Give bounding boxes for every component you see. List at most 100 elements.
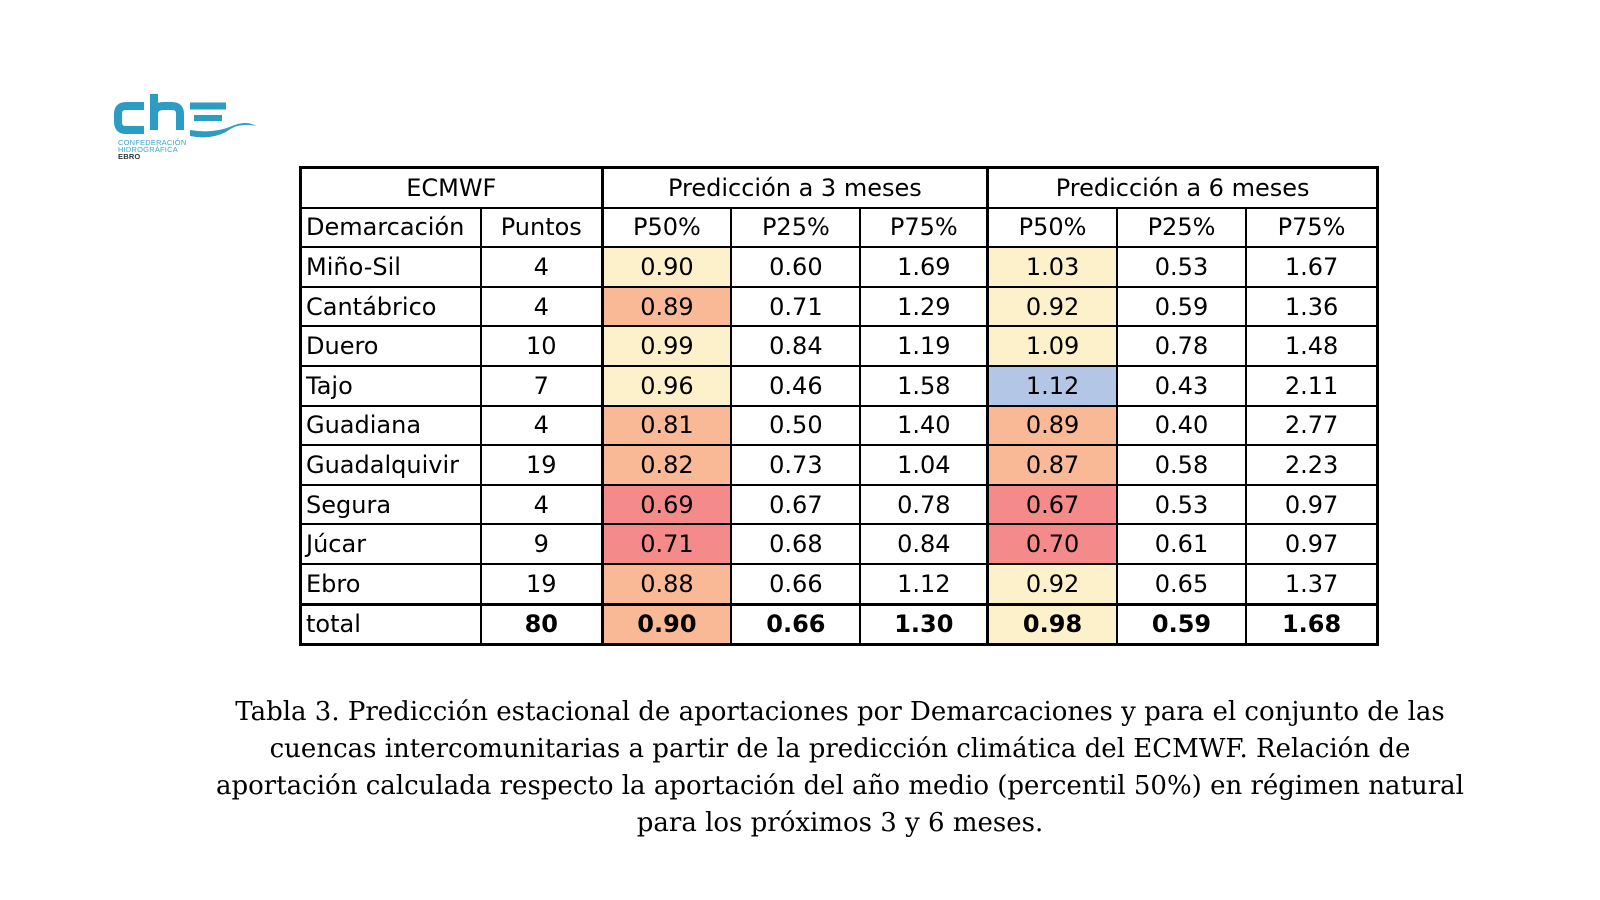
group-header-row: ECMWF Predicción a 3 meses Predicción a … [299,166,1379,209]
cell-6m-p50: 0.92 [986,285,1118,328]
cell-demarcacion: Tajo [299,364,483,407]
cell-3m-p75: 1.40 [859,404,989,447]
cell-6m-p50: 0.89 [986,404,1118,447]
col-header-6m-p75: P75% [1245,206,1379,249]
logo-org-line-1: CONFEDERACIÓN [118,138,187,147]
cell-6m-p50: 0.98 [986,602,1118,646]
table-body: Miño-Sil 4 0.90 0.60 1.69 1.03 0.53 1.67 Cantábr… [299,246,1379,646]
col-header-6m-p25: P25% [1115,206,1248,249]
cell-3m-p25: 0.46 [730,364,862,407]
cell-6m-p50: 0.87 [986,444,1118,486]
cell-6m-p50: 1.12 [986,364,1118,407]
cell-6m-p25: 0.59 [1115,285,1248,328]
cell-demarcacion: Guadiana [299,404,483,447]
cell-6m-p50: 0.70 [986,523,1118,565]
table-row: Júcar 9 0.71 0.68 0.84 0.70 0.61 0.97 [299,523,1379,565]
table-row: Tajo 7 0.96 0.46 1.58 1.12 0.43 2.11 [299,364,1379,407]
cell-6m-p75: 0.97 [1245,483,1379,526]
cell-3m-p25: 0.71 [730,285,862,328]
cell-3m-p50: 0.88 [600,562,733,606]
cell-puntos: 4 [480,404,604,447]
cell-6m-p75: 2.23 [1245,444,1379,486]
cell-3m-p25: 0.73 [730,444,862,486]
cell-3m-p75: 1.04 [859,444,989,486]
cell-3m-p25: 0.66 [730,562,862,606]
caption-line-4: para los próximos 3 y 6 meses. [636,808,1044,838]
cell-3m-p25: 0.60 [730,246,862,288]
cell-3m-p50: 0.89 [600,285,733,328]
cell-3m-p25: 0.68 [730,523,862,565]
cell-3m-p50: 0.90 [600,602,733,646]
cell-6m-p75: 1.68 [1245,602,1379,646]
cell-3m-p50: 0.81 [600,404,733,447]
cell-demarcacion: Duero [299,325,483,367]
cell-6m-p25: 0.43 [1115,364,1248,407]
cell-3m-p25: 0.67 [730,483,862,526]
table-row: Ebro 19 0.88 0.66 1.12 0.92 0.65 1.37 [299,562,1379,606]
cell-demarcacion: Ebro [299,562,483,606]
table-row: Miño-Sil 4 0.90 0.60 1.69 1.03 0.53 1.67 [299,246,1379,288]
cell-6m-p50: 1.09 [986,325,1118,367]
group-header-ecmwf: ECMWF [299,166,604,209]
cell-3m-p50: 0.82 [600,444,733,486]
logo-org-line-2: HIDROGRÁFICA [118,145,178,154]
cell-3m-p75: 1.69 [859,246,989,288]
cell-demarcacion: Guadalquivir [299,444,483,486]
cell-6m-p50: 1.03 [986,246,1118,288]
logo-org-name: CONFEDERACIÓN HIDROGRÁFICA EBRO [118,138,187,161]
cell-6m-p25: 0.58 [1115,444,1248,486]
cell-6m-p75: 1.48 [1245,325,1379,367]
cell-6m-p75: 1.36 [1245,285,1379,328]
caption-line-3: aportación calculada respecto la aportac… [216,771,1464,801]
cell-3m-p75: 1.29 [859,285,989,328]
table-caption: Tabla 3. Predicción estacional de aporta… [200,694,1480,842]
cell-puntos: 19 [480,562,604,606]
cell-6m-p25: 0.53 [1115,246,1248,288]
col-header-3m-p25: P25% [730,206,862,249]
cell-demarcacion: Miño-Sil [299,246,483,288]
cell-demarcacion: total [299,602,483,646]
table-row: Cantábrico 4 0.89 0.71 1.29 0.92 0.59 1.36 [299,285,1379,328]
cell-puntos: 4 [480,285,604,328]
forecast-table: ECMWF Predicción a 3 meses Predicción a … [299,166,1379,647]
caption-line-1: Tabla 3. Predicción estacional de aporta… [235,697,1445,727]
cell-3m-p75: 1.30 [859,602,989,646]
group-header-3-months: Predicción a 3 meses [600,166,989,209]
cell-demarcacion: Júcar [299,523,483,565]
column-header-row: Demarcación Puntos P50% P25% P75% P50% P… [299,206,1379,249]
cell-3m-p50: 0.90 [600,246,733,288]
caption-line-2: cuencas intercomunitarias a partir de la… [269,734,1411,764]
che-logo: CONFEDERACIÓN HIDROGRÁFICA EBRO [114,92,264,168]
col-header-demarcacion: Demarcación [299,206,483,249]
col-header-3m-p50: P50% [600,206,733,249]
cell-puntos: 4 [480,483,604,526]
col-header-puntos: Puntos [480,206,604,249]
cell-6m-p25: 0.78 [1115,325,1248,367]
cell-demarcacion: Cantábrico [299,285,483,328]
cell-6m-p50: 0.67 [986,483,1118,526]
cell-6m-p25: 0.61 [1115,523,1248,565]
cell-6m-p75: 0.97 [1245,523,1379,565]
table-row: Guadalquivir 19 0.82 0.73 1.04 0.87 0.58 2.23 [299,444,1379,486]
cell-6m-p25: 0.65 [1115,562,1248,606]
cell-3m-p50: 0.69 [600,483,733,526]
cell-3m-p25: 0.50 [730,404,862,447]
cell-puntos: 9 [480,523,604,565]
cell-6m-p25: 0.40 [1115,404,1248,447]
cell-3m-p25: 0.84 [730,325,862,367]
group-header-6-months: Predicción a 6 meses [986,166,1379,209]
cell-3m-p50: 0.96 [600,364,733,407]
table-row: Guadiana 4 0.81 0.50 1.40 0.89 0.40 2.77 [299,404,1379,447]
cell-puntos: 4 [480,246,604,288]
cell-6m-p75: 1.37 [1245,562,1379,606]
total-row: total 80 0.90 0.66 1.30 0.98 0.59 1.68 [299,602,1379,646]
cell-3m-p75: 1.12 [859,562,989,606]
cell-6m-p25: 0.53 [1115,483,1248,526]
cell-3m-p50: 0.71 [600,523,733,565]
cell-6m-p25: 0.59 [1115,602,1248,646]
cell-3m-p25: 0.66 [730,602,862,646]
cell-6m-p75: 2.11 [1245,364,1379,407]
cell-6m-p75: 2.77 [1245,404,1379,447]
cell-demarcacion: Segura [299,483,483,526]
cell-3m-p75: 0.84 [859,523,989,565]
